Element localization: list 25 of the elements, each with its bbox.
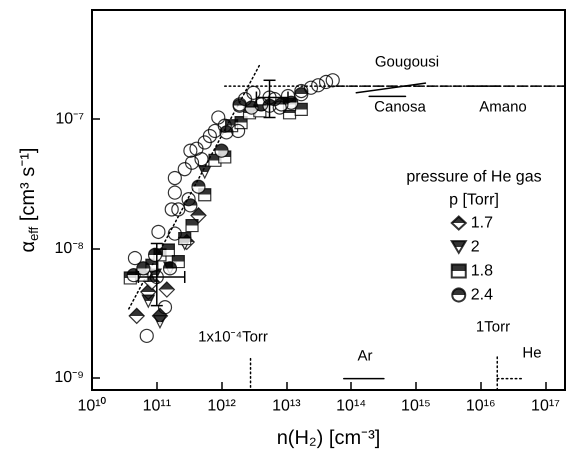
annotation: He (522, 344, 542, 362)
x-tick-label: 10¹⁰ (77, 396, 107, 414)
legend-label: 1.7 (470, 214, 494, 232)
annotation: Ar (358, 348, 373, 364)
x-tick-label: 10¹² (207, 398, 236, 414)
x-axis-title: n(H₂) [cm⁻³] (276, 427, 380, 449)
x-tick-label: 10¹¹ (142, 398, 172, 414)
x-tick-label: 10¹⁶ (466, 398, 496, 414)
annotation: Gougousi (374, 54, 440, 70)
legend-title: pressure of He gas p [Torr] (406, 168, 542, 208)
legend-label: 2.4 (470, 286, 494, 304)
x-tick-label: 10¹³ (272, 398, 302, 414)
y-tick-label: 10⁻⁸ (54, 240, 84, 257)
x-tick-label: 10¹⁷ (531, 398, 560, 414)
annotation: Canosa (374, 98, 427, 116)
y-tick-label: 10⁻⁹ (54, 368, 84, 386)
annotation: 1Torr (476, 318, 510, 336)
annotation: 1x10⁻⁴Torr (198, 328, 268, 346)
legend-label: 1.8 (470, 262, 494, 280)
x-tick-label: 10¹⁵ (401, 398, 431, 414)
annotation: Amano (479, 98, 527, 116)
legend-label: 2 (470, 238, 480, 256)
x-tick-label: 10¹⁴ (336, 398, 366, 414)
y-axis-title: αeff [cm³ s⁻¹] (17, 148, 41, 252)
y-tick-label: 10⁻⁷ (55, 110, 84, 128)
